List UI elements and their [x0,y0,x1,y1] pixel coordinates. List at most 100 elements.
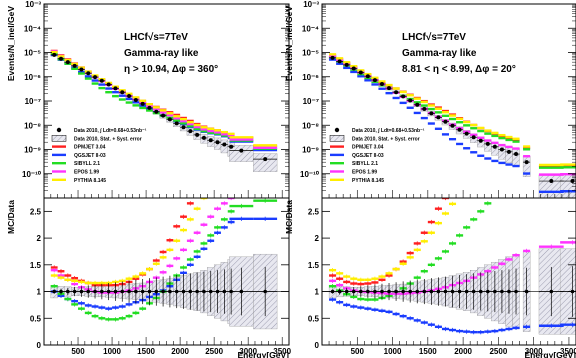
ratio-y-tick-label: 1.5 [30,261,42,270]
legend-label: DPMJET 3.04 [352,145,384,151]
legend-label: QGSJET II-03 [74,153,106,159]
ratio-y-tick-label: 2.5 [30,207,42,216]
title-line: LHCf√s=7TeV [124,32,188,43]
x-tick-label: 2000 [171,347,189,356]
title-line: η > 10.94, Δφ = 360° [124,64,218,75]
x-axis-label: Energy[GeV] [525,350,576,358]
ratio-y-tick-label: 2.5 [308,207,320,216]
data-point [436,115,441,120]
ratio-y-axis-label: MC/Data [284,200,294,234]
y-tick-label: 10⁻⁶ [302,73,319,82]
data-point [59,56,64,61]
y-axis-label: Events/N_inel/GeV [6,6,16,81]
data-point [167,117,172,122]
data-point [188,129,193,134]
y-tick-label: 10⁻⁴ [24,24,41,33]
ratio-y-tick-label: 1 [315,288,320,297]
ratio-y-tick-label: 0.5 [30,314,42,323]
x-tick-label: 2000 [454,347,472,356]
data-point [524,160,529,165]
data-point [443,119,448,124]
data-point [140,101,145,106]
top-plot-area [50,49,278,172]
data-point [201,135,206,140]
x-tick-label: 1500 [419,347,437,356]
data-point [408,98,413,103]
x-tick-label: 1500 [137,347,155,356]
data-point [79,67,84,72]
legend-marker [334,127,340,133]
legend-marker [51,135,67,142]
legend-label: EPOS 1.99 [352,170,377,176]
data-point [344,62,349,67]
data-band-cell [253,153,278,172]
data-point [120,90,125,95]
data-point [492,144,497,149]
x-axis-label: Energy[GeV] [238,350,290,358]
data-point [499,147,504,152]
x-tick-label: 3500 [560,347,576,356]
legend-label: SIBYLL 2.1 [74,161,100,167]
legend-label: PYTHIA 8.145 [352,178,384,184]
data-point [415,102,420,107]
data-point [222,142,227,147]
legend-label: EPOS 1.99 [74,170,99,176]
data-point [372,78,377,83]
y-tick-label: 10⁻⁴ [302,24,319,33]
ratio-y-tick-label: 2 [315,234,320,243]
y-tick-label: 10⁻³ [25,0,41,9]
data-point [239,148,244,153]
x-tick-label: 3000 [239,347,257,356]
ratio-y-tick-label: 1 [37,288,42,297]
legend-marker [56,127,62,133]
data-point [457,127,462,132]
x-tick-label: 1000 [103,347,121,356]
data-point [330,55,335,60]
data-point [65,60,70,65]
ratio-frame [321,197,576,346]
x-tick-label: 1000 [384,347,402,356]
x-tick-label: 500 [71,347,85,356]
top-plot-area [328,53,576,198]
data-point [215,140,220,145]
data-band-cell [505,146,513,164]
ratio-y-axis-label: MC/Data [6,200,16,234]
data-point [174,121,179,126]
y-tick-label: 10⁻⁹ [24,146,41,155]
y-tick-label: 10⁻³ [303,0,319,9]
data-point [401,94,406,99]
ratio-y-tick-label: 0 [37,341,42,350]
data-point [365,74,370,79]
data-point [154,109,159,114]
legend-label: Data 2010, Stat. + Syst. error [352,136,420,142]
data-point [337,59,342,64]
data-point [394,90,399,95]
x-tick-label: 2500 [205,347,223,356]
title-line: LHCf√s=7TeV [402,32,466,43]
data-band-cell [538,174,564,198]
y-tick-label: 10⁻¹⁰ [300,170,320,179]
y-tick-label: 10⁻⁵ [302,49,319,58]
data-point [86,71,91,76]
data-point [161,113,166,118]
right-panel: 10⁻¹⁰ 10⁻⁹ 10⁻⁸ 10⁻⁷ 10⁻⁶ 10⁻⁵ 10⁻⁴ 10⁻³ 0 0.5 1 1.… [284,0,576,358]
title-line: 8.81 < η < 8.99, Δφ = 20° [402,64,516,75]
data-point [429,111,434,116]
data-point [195,132,200,137]
x-tick-label: 3000 [525,347,543,356]
ratio-y-tick-label: 0 [315,341,320,350]
y-tick-label: 10⁻⁹ [302,146,319,155]
legend-marker [329,135,345,142]
ratio-y-tick-label: 0.5 [308,314,320,323]
data-point [387,86,392,91]
data-point [93,75,98,80]
y-tick-label: 10⁻¹⁰ [22,170,42,179]
y-tick-label: 10⁻⁸ [24,121,41,130]
legend-label: SIBYLL 2.1 [352,161,378,167]
data-point [478,138,483,143]
data-point [106,82,111,87]
data-point [549,179,554,184]
data-point [181,125,186,130]
y-tick-label: 10⁻⁸ [302,121,319,130]
